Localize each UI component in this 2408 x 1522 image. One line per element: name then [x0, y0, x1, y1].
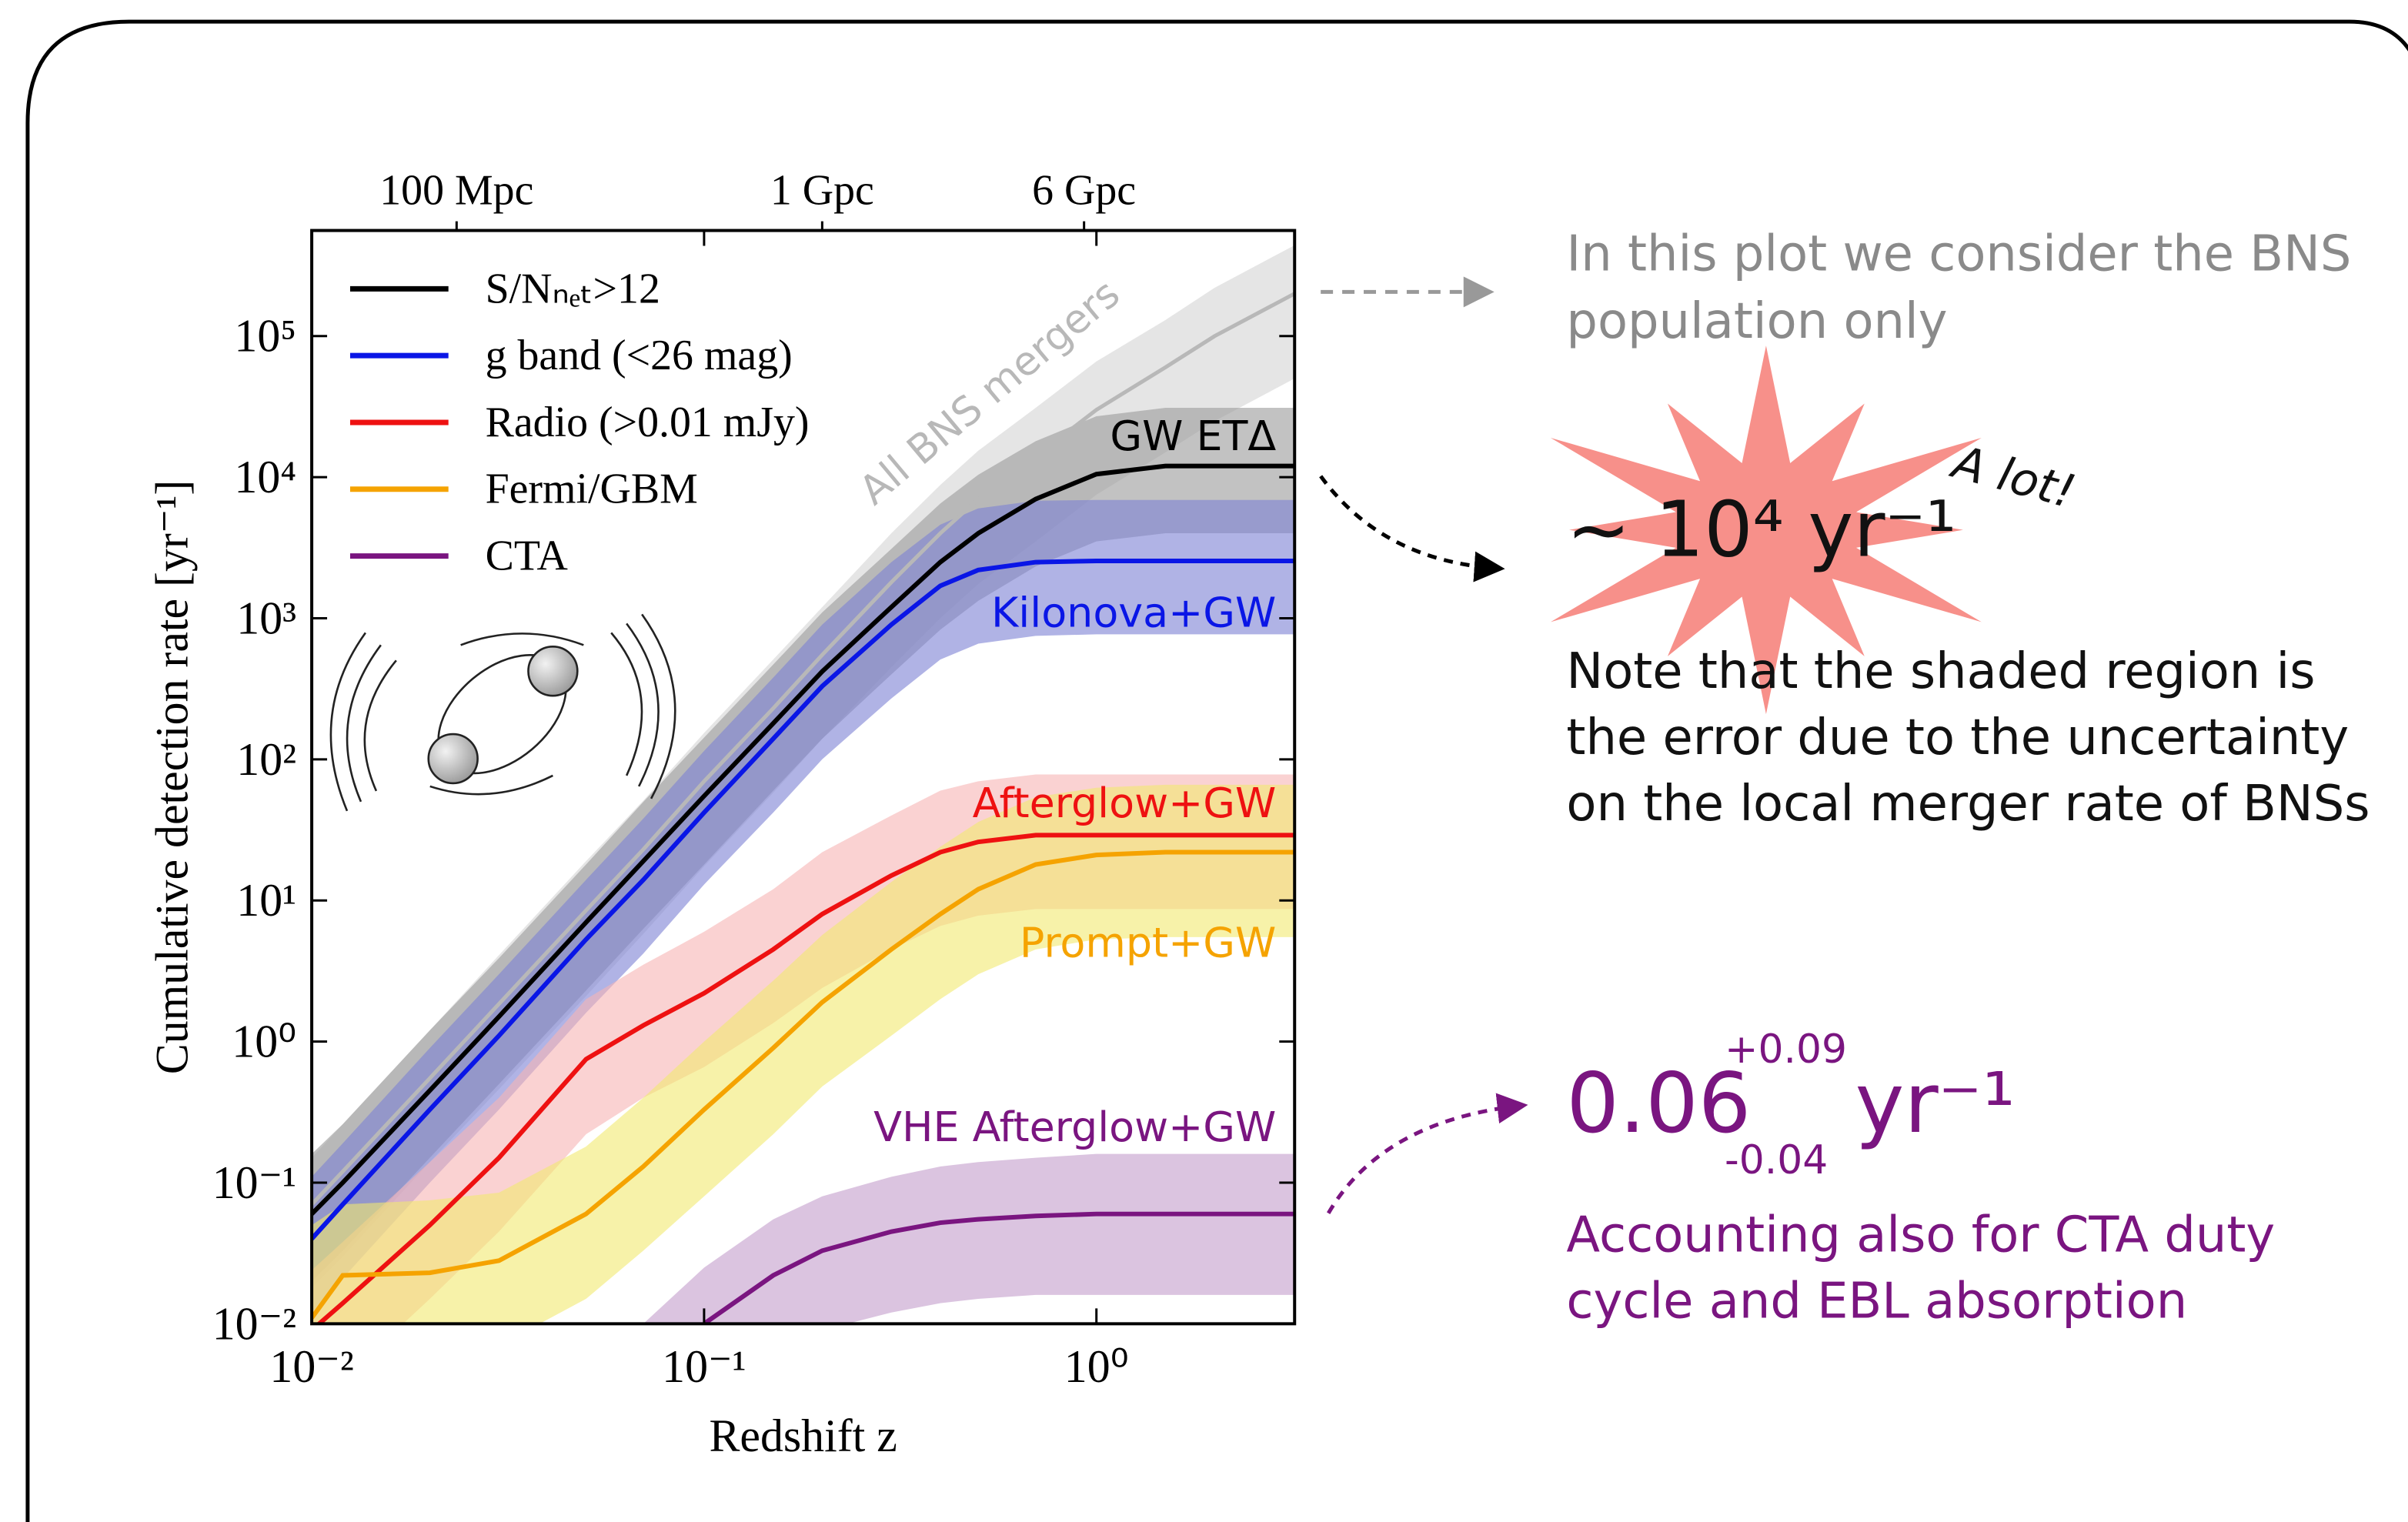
series-line [312, 463, 1295, 1216]
plot-frame [310, 229, 1297, 1326]
y-tick-label: 10¹ [236, 875, 296, 926]
cta-value: 0.06 [1566, 1056, 1751, 1152]
x-axis-label: Redshift z [709, 1410, 897, 1461]
note-text: Note that the shaded region is [1566, 643, 2315, 700]
series-line [312, 558, 1295, 1241]
slide-frame [25, 19, 2408, 1522]
rate-text: ~ 10⁴ yr⁻¹ [1566, 485, 1956, 575]
exclaim: A lot! [1945, 435, 2081, 519]
note-text: population only [1566, 293, 1947, 350]
lines [312, 292, 1295, 1324]
series-line [316, 833, 1295, 1324]
legend-label: CTA [486, 532, 568, 580]
note-text: the error due to the uncertainty [1566, 709, 2349, 766]
cta-minus: -0.04 [1725, 1137, 1828, 1183]
starburst [1550, 345, 1982, 715]
bands [312, 245, 1295, 1324]
error-band [312, 784, 1295, 1324]
legend-label: S/Nₙₑₜ>12 [486, 265, 660, 312]
y-tick-label: 10⁴ [234, 452, 296, 502]
y-tick-label: 10⁵ [234, 311, 296, 362]
x-tick-label: 10⁻¹ [662, 1341, 746, 1392]
top-tick-label: 6 Gpc [1032, 167, 1136, 215]
x-tick-label: 10⁰ [1064, 1341, 1129, 1392]
legend-label: Radio (>0.01 mJy) [486, 399, 810, 446]
top-tick-label: 100 Mpc [379, 167, 533, 215]
cta-unit: yr⁻¹ [1855, 1056, 2016, 1152]
cta-plus: +0.09 [1725, 1026, 1847, 1073]
arrow [1319, 475, 1505, 582]
y-tick-label: 10⁻¹ [212, 1157, 296, 1208]
x-tick-label: 10⁻² [269, 1341, 353, 1392]
y-tick-label: 10⁻² [212, 1298, 296, 1349]
curve-annotation: VHE Afterglow+GW [873, 1103, 1276, 1151]
binary-icon [329, 613, 676, 812]
legend-label: g band (<26 mag) [486, 332, 793, 379]
error-band [643, 1153, 1295, 1324]
curve-annotation: GW ETΔ [1110, 412, 1276, 460]
note-text: In this plot we consider the BNS [1566, 225, 2351, 282]
y-tick-label: 10³ [236, 592, 296, 643]
error-band [312, 499, 1295, 1313]
legend-label: Fermi/GBM [486, 466, 698, 513]
y-tick-label: 10⁰ [232, 1016, 296, 1067]
series-line [312, 292, 1295, 1207]
note-text: Accounting also for CTA duty [1566, 1207, 2275, 1264]
curve-annotation: Prompt+GW [1020, 918, 1276, 966]
note-text: on the local merger rate of BNSs [1566, 776, 2370, 833]
curve-annotation: Kilonova+GW [991, 588, 1276, 636]
top-tick-label: 1 Gpc [770, 167, 874, 215]
note-text: cycle and EBL absorption [1566, 1273, 2187, 1330]
error-band [312, 408, 1295, 1282]
series-line [703, 1211, 1295, 1324]
y-axis-label: Cumulative detection rate [yr⁻¹] [146, 480, 197, 1075]
arrow [1326, 1093, 1528, 1214]
series-line [312, 849, 1295, 1320]
curve-annotation: Afterglow+GW [973, 779, 1277, 827]
y-tick-label: 10² [236, 734, 296, 785]
